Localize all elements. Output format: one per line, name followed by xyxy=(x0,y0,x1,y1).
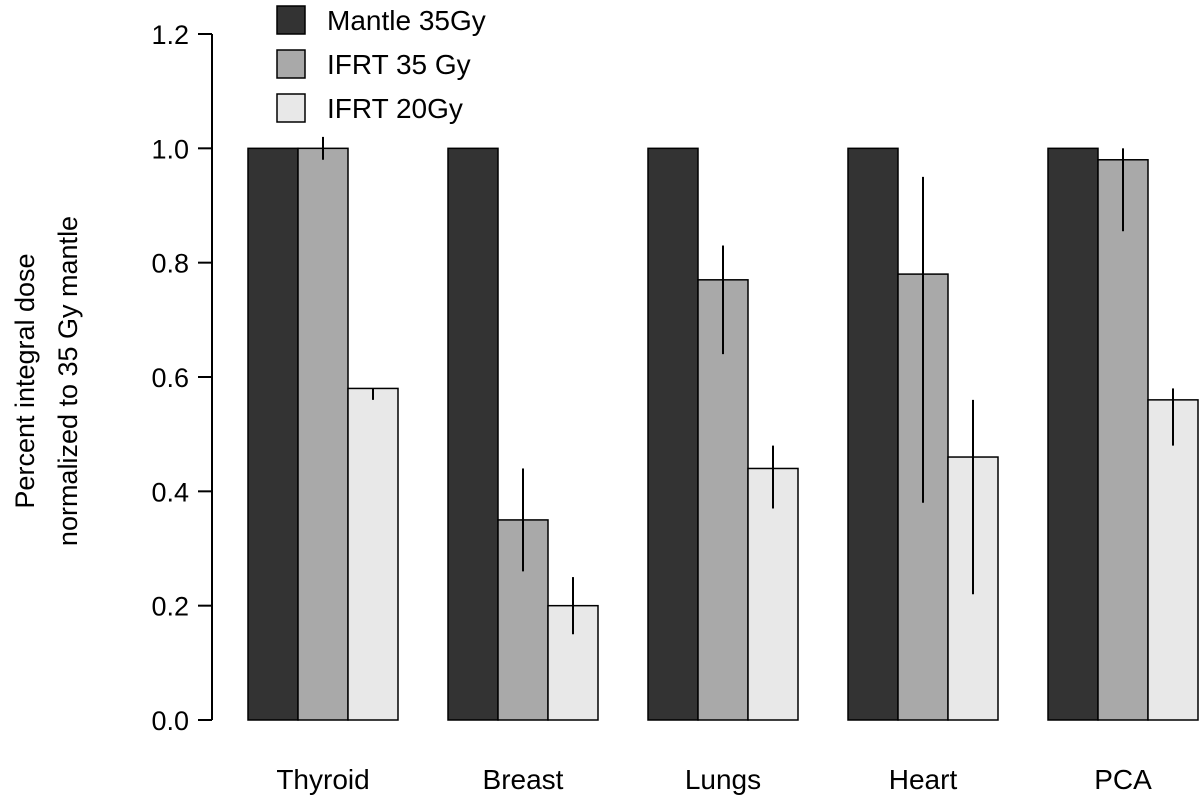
bar xyxy=(747,467,799,721)
y-tick-label: 0.6 xyxy=(151,363,189,393)
x-tick-label: Heart xyxy=(889,764,958,795)
bar xyxy=(447,147,499,721)
bar xyxy=(647,147,699,721)
x-tick-labels: Thyroid Breast Lungs Heart PCA xyxy=(276,764,1152,795)
bar xyxy=(1147,399,1199,721)
y-tick-label: 0.8 xyxy=(151,249,189,279)
x-tick-label: Thyroid xyxy=(276,764,369,795)
legend: Mantle 35Gy IFRT 35 Gy IFRT 20Gy xyxy=(276,5,486,124)
legend-swatch xyxy=(276,93,306,123)
error-bars-group xyxy=(322,136,1174,635)
y-axis-label-line-2: normalized to 35 Gy mantle xyxy=(53,216,83,546)
y-tick-label: 0.4 xyxy=(151,477,189,507)
bar xyxy=(297,147,349,721)
bar xyxy=(347,387,399,721)
bar xyxy=(247,147,299,721)
x-tick-label: Breast xyxy=(483,764,564,795)
y-axis: 0.0 0.2 0.4 0.6 0.8 1.0 1.2 xyxy=(151,20,213,736)
bar xyxy=(1047,147,1099,721)
bar xyxy=(847,147,899,721)
y-tick-label: 0.2 xyxy=(151,592,189,622)
y-tick-label: 1.2 xyxy=(151,20,189,50)
x-tick-label: Lungs xyxy=(685,764,761,795)
bar xyxy=(1097,159,1149,721)
legend-label: IFRT 35 Gy xyxy=(327,49,471,80)
y-axis-label: Percent integral dose normalized to 35 G… xyxy=(10,216,83,546)
y-axis-label-line-1: Percent integral dose xyxy=(10,253,40,508)
legend-label: IFRT 20Gy xyxy=(327,93,463,124)
legend-label: Mantle 35Gy xyxy=(327,5,486,36)
y-tick-label: 1.0 xyxy=(151,134,189,164)
legend-swatch xyxy=(276,49,306,79)
y-tick-label: 0.0 xyxy=(151,706,189,736)
bars-group xyxy=(247,147,1199,721)
legend-swatch xyxy=(276,5,306,35)
x-tick-label: PCA xyxy=(1094,764,1152,795)
